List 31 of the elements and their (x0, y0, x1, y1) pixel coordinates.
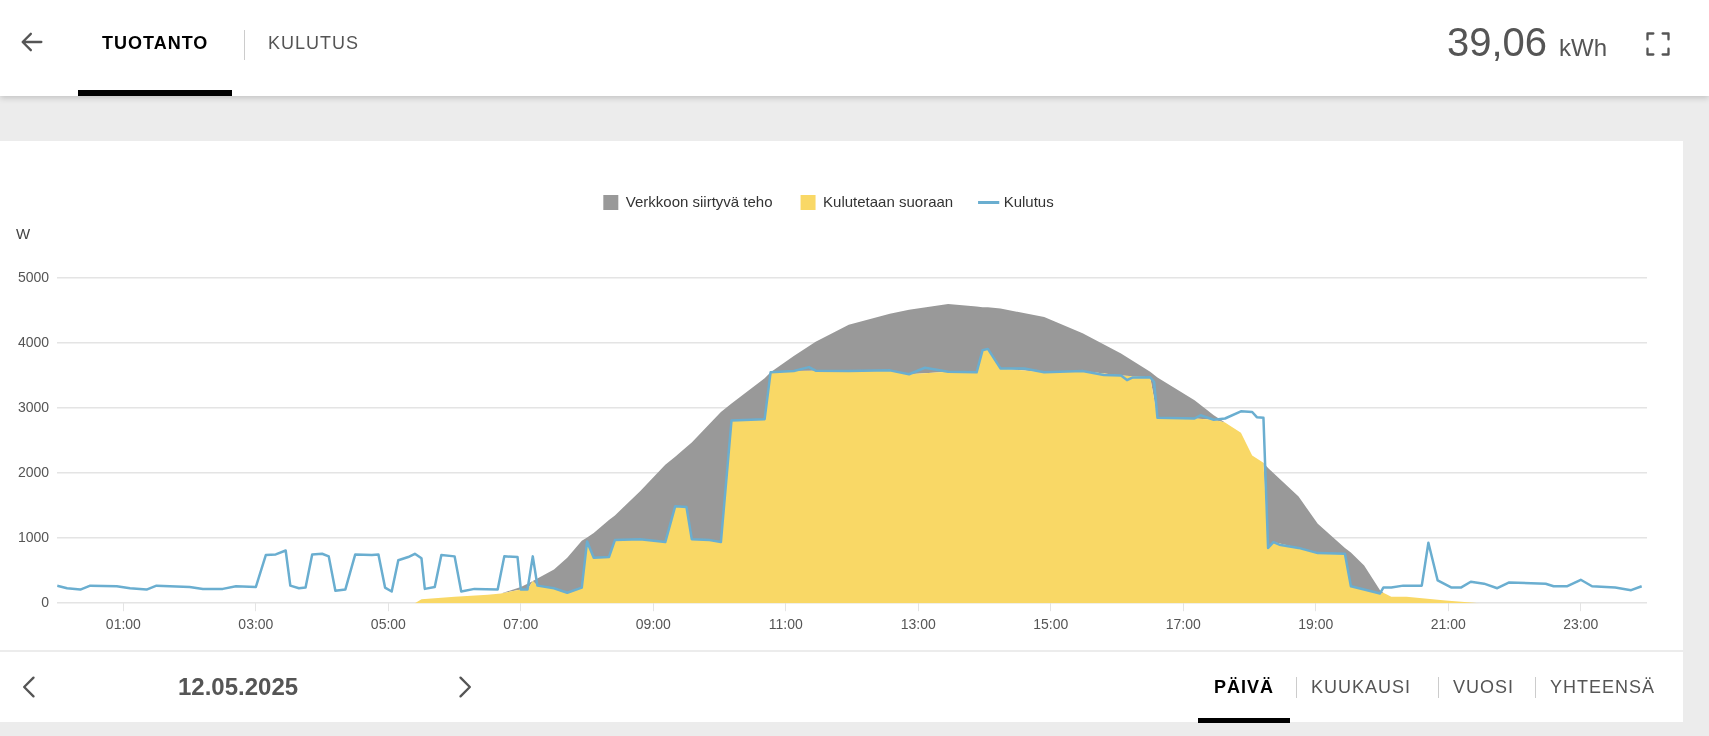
x-tick-label: 21:00 (1430, 616, 1466, 633)
x-tick-label: 13:00 (900, 616, 937, 633)
x-tick-label: 15:00 (1033, 616, 1069, 633)
text: 12.05.2025 (178, 673, 299, 701)
legend-label: Kulutetaan suoraan (823, 192, 954, 210)
x-tick-label: 03:00 (238, 616, 274, 633)
text: KUUKAUSI (1296, 677, 1412, 698)
text: KULUTUS (268, 33, 360, 54)
x-tick-label: 05:00 (370, 616, 407, 633)
text: kWh (1559, 34, 1607, 62)
x-tick-label: 01:00 (105, 616, 142, 633)
y-axis-title: W (16, 225, 31, 242)
legend-label: Kulutus (1003, 192, 1054, 210)
y-tick-label: 2000 (17, 463, 50, 480)
x-tick-label: 11:00 (768, 616, 804, 633)
x-tick-label: 23:00 (1563, 616, 1599, 633)
y-tick-label: 3000 (17, 398, 50, 415)
text: YHTEENSÄ (1535, 677, 1656, 698)
x-tick-label: 07:00 (503, 616, 539, 633)
legend-label: Verkkoon siirtyvä teho (625, 192, 773, 210)
x-tick-label: 19:00 (1298, 616, 1334, 633)
y-tick-label: 0 (41, 594, 50, 611)
text: VUOSI (1438, 677, 1515, 698)
text: 39,06 (1446, 20, 1547, 65)
text: TUOTANTO (78, 33, 233, 96)
x-tick-label: 09:00 (635, 616, 672, 633)
y-tick-label: 4000 (17, 333, 50, 350)
y-tick-label: 1000 (17, 529, 50, 546)
y-tick-label: 5000 (17, 268, 50, 285)
text: PÄIVÄ (1198, 677, 1291, 723)
x-tick-label: 17:00 (1165, 616, 1202, 633)
